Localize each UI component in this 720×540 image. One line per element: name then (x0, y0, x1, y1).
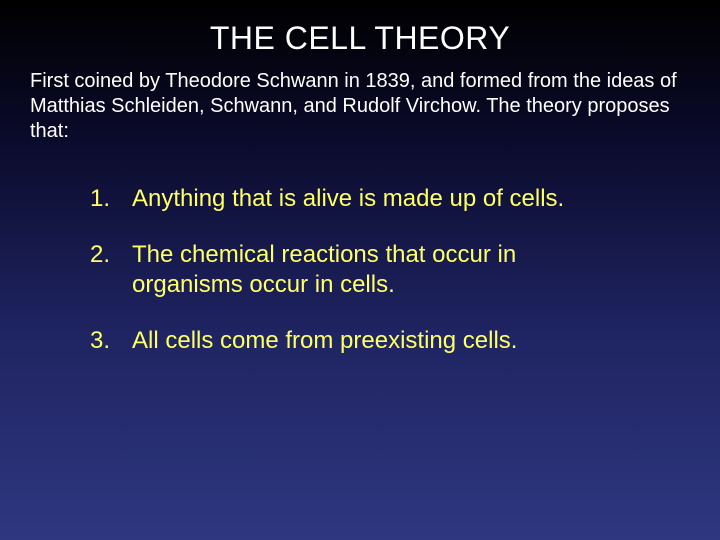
list-text: Anything that is alive is made up of cel… (132, 184, 660, 214)
list-item: 3. All cells come from preexisting cells… (90, 326, 660, 356)
list-number: 1. (90, 184, 132, 214)
slide-title: THE CELL THEORY (0, 0, 720, 57)
list-item: 2. The chemical reactions that occur in … (90, 240, 660, 300)
list-text: All cells come from preexisting cells. (132, 326, 660, 356)
list-text: The chemical reactions that occur in org… (132, 240, 660, 300)
intro-paragraph: First coined by Theodore Schwann in 1839… (0, 57, 720, 144)
slide: THE CELL THEORY First coined by Theodore… (0, 0, 720, 540)
list-number: 2. (90, 240, 132, 300)
list-item: 1. Anything that is alive is made up of … (90, 184, 660, 214)
numbered-list: 1. Anything that is alive is made up of … (0, 144, 720, 356)
list-number: 3. (90, 326, 132, 356)
